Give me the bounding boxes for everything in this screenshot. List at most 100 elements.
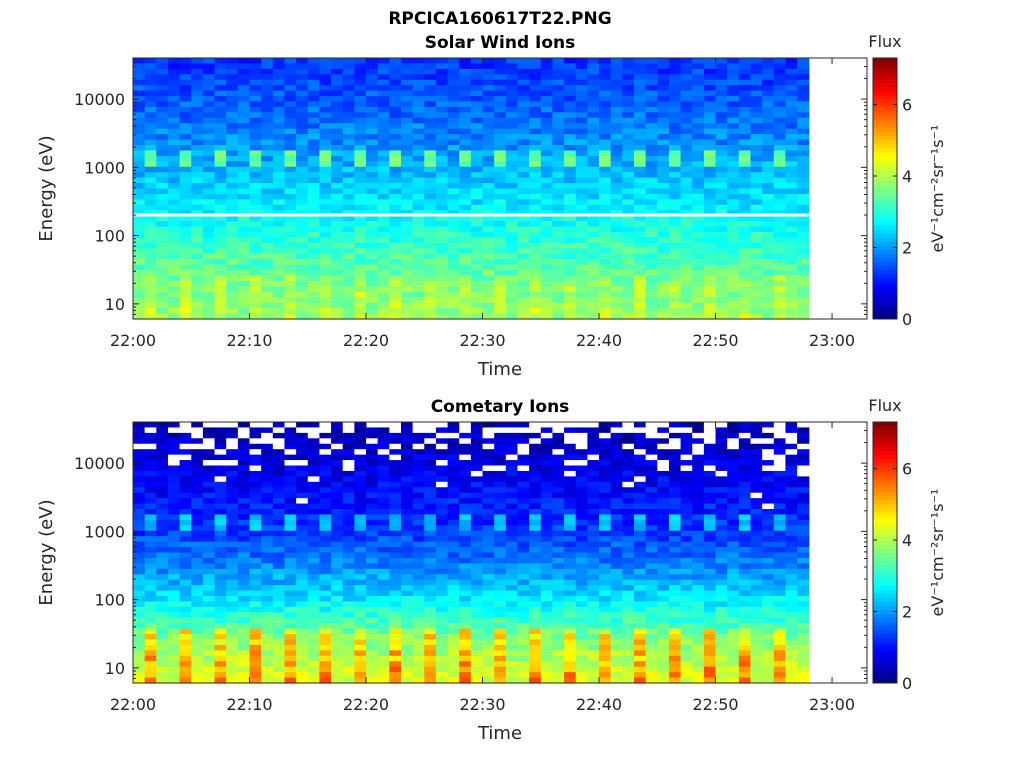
heatmap-cell — [494, 193, 507, 200]
heatmap-cell — [517, 427, 530, 434]
heatmap-cell — [750, 438, 763, 445]
heatmap-cell — [785, 476, 798, 483]
heatmap-cell — [400, 96, 414, 103]
heatmap-cell — [622, 596, 635, 603]
heatmap-cell — [680, 460, 693, 467]
heatmap-cell — [354, 541, 367, 548]
heatmap-cell — [237, 432, 251, 439]
heatmap-cell — [797, 96, 810, 103]
heatmap-cell — [331, 498, 344, 505]
heatmap-cell — [529, 460, 542, 467]
heatmap-cell — [226, 313, 239, 320]
heatmap-cell — [191, 188, 204, 195]
heatmap-cell — [552, 509, 565, 516]
heatmap-cell — [505, 74, 519, 81]
heatmap-cell — [261, 432, 274, 439]
heatmap-cell — [459, 74, 472, 81]
heatmap-cell — [762, 519, 775, 526]
heatmap-cell — [657, 519, 670, 526]
heatmap-cell — [680, 606, 693, 613]
heatmap-cell — [424, 117, 437, 124]
heatmap-cell — [680, 552, 693, 559]
heatmap-cell — [167, 210, 181, 217]
heatmap-cell — [435, 172, 449, 179]
heatmap-cell — [505, 145, 519, 152]
heatmap-cell — [797, 242, 810, 249]
heatmap-cell — [447, 96, 460, 103]
heatmap-cell — [622, 503, 635, 510]
heatmap-cell — [622, 237, 635, 244]
heatmap-cell — [738, 308, 752, 315]
heatmap-cell — [633, 286, 647, 293]
heatmap-cell — [680, 58, 693, 65]
heatmap-cell — [657, 58, 670, 65]
heatmap-cell — [167, 541, 181, 548]
heatmap-cell — [564, 155, 577, 162]
heatmap-cell — [785, 579, 798, 586]
heatmap-cell — [657, 264, 670, 271]
heatmap-cell — [645, 291, 658, 298]
heatmap-cell — [680, 563, 693, 570]
heatmap-cell — [179, 427, 192, 434]
heatmap-cell — [715, 226, 728, 233]
heatmap-cell — [738, 438, 752, 445]
heatmap-cell — [692, 422, 705, 429]
heatmap-cell — [191, 177, 204, 184]
heatmap-cell — [319, 492, 332, 499]
heatmap-cell — [296, 606, 309, 613]
heatmap-cell — [249, 286, 262, 293]
heatmap-cell — [517, 63, 530, 70]
heatmap-cell — [319, 139, 332, 146]
heatmap-cell — [587, 112, 600, 119]
heatmap-cell — [668, 438, 682, 445]
heatmap-cell — [529, 590, 542, 597]
heatmap-cell — [307, 514, 321, 521]
heatmap-cell — [249, 557, 262, 564]
heatmap-cell — [226, 139, 239, 146]
heatmap-cell — [797, 308, 810, 315]
heatmap-cell — [575, 427, 588, 434]
heatmap-cell — [715, 155, 728, 162]
heatmap-cell — [459, 470, 472, 477]
heatmap-cell — [773, 79, 787, 86]
heatmap-cell — [564, 514, 577, 521]
heatmap-cell — [680, 226, 693, 233]
heatmap-cell — [284, 432, 297, 439]
heatmap-cell — [762, 248, 775, 255]
heatmap-cell — [319, 259, 332, 266]
heatmap-cell — [261, 123, 274, 130]
heatmap-cell — [296, 568, 309, 575]
heatmap-cell — [727, 596, 740, 603]
heatmap-cell — [447, 509, 460, 516]
heatmap-cell — [540, 547, 554, 554]
heatmap-cell — [762, 308, 775, 315]
heatmap-cell — [470, 210, 484, 217]
heatmap-cell — [517, 150, 530, 157]
heatmap-cell — [633, 188, 647, 195]
heatmap-cell — [447, 579, 460, 586]
heatmap-cell — [307, 90, 321, 97]
heatmap-cell — [167, 557, 181, 564]
heatmap-cell — [680, 297, 693, 304]
heatmap-cell — [296, 248, 309, 255]
heatmap-cell — [226, 590, 239, 597]
heatmap-cell — [133, 547, 146, 554]
heatmap-cell — [703, 476, 717, 483]
heatmap-cell — [773, 232, 787, 239]
heatmap-cell — [296, 199, 309, 206]
heatmap-cell — [214, 422, 227, 429]
heatmap-cell — [529, 525, 542, 532]
heatmap-cell — [505, 525, 519, 532]
heatmap-cell — [762, 123, 775, 130]
heatmap-cell — [354, 128, 367, 135]
heatmap-cell — [214, 172, 227, 179]
heatmap-cell — [505, 150, 519, 157]
heatmap-cell — [167, 280, 181, 287]
heatmap-cell — [377, 117, 390, 124]
heatmap-cell — [459, 117, 472, 124]
heatmap-cell — [587, 465, 600, 472]
heatmap-cell — [307, 286, 321, 293]
heatmap-cell — [179, 237, 192, 244]
heatmap-cell — [342, 112, 355, 119]
heatmap-cell — [610, 85, 623, 92]
